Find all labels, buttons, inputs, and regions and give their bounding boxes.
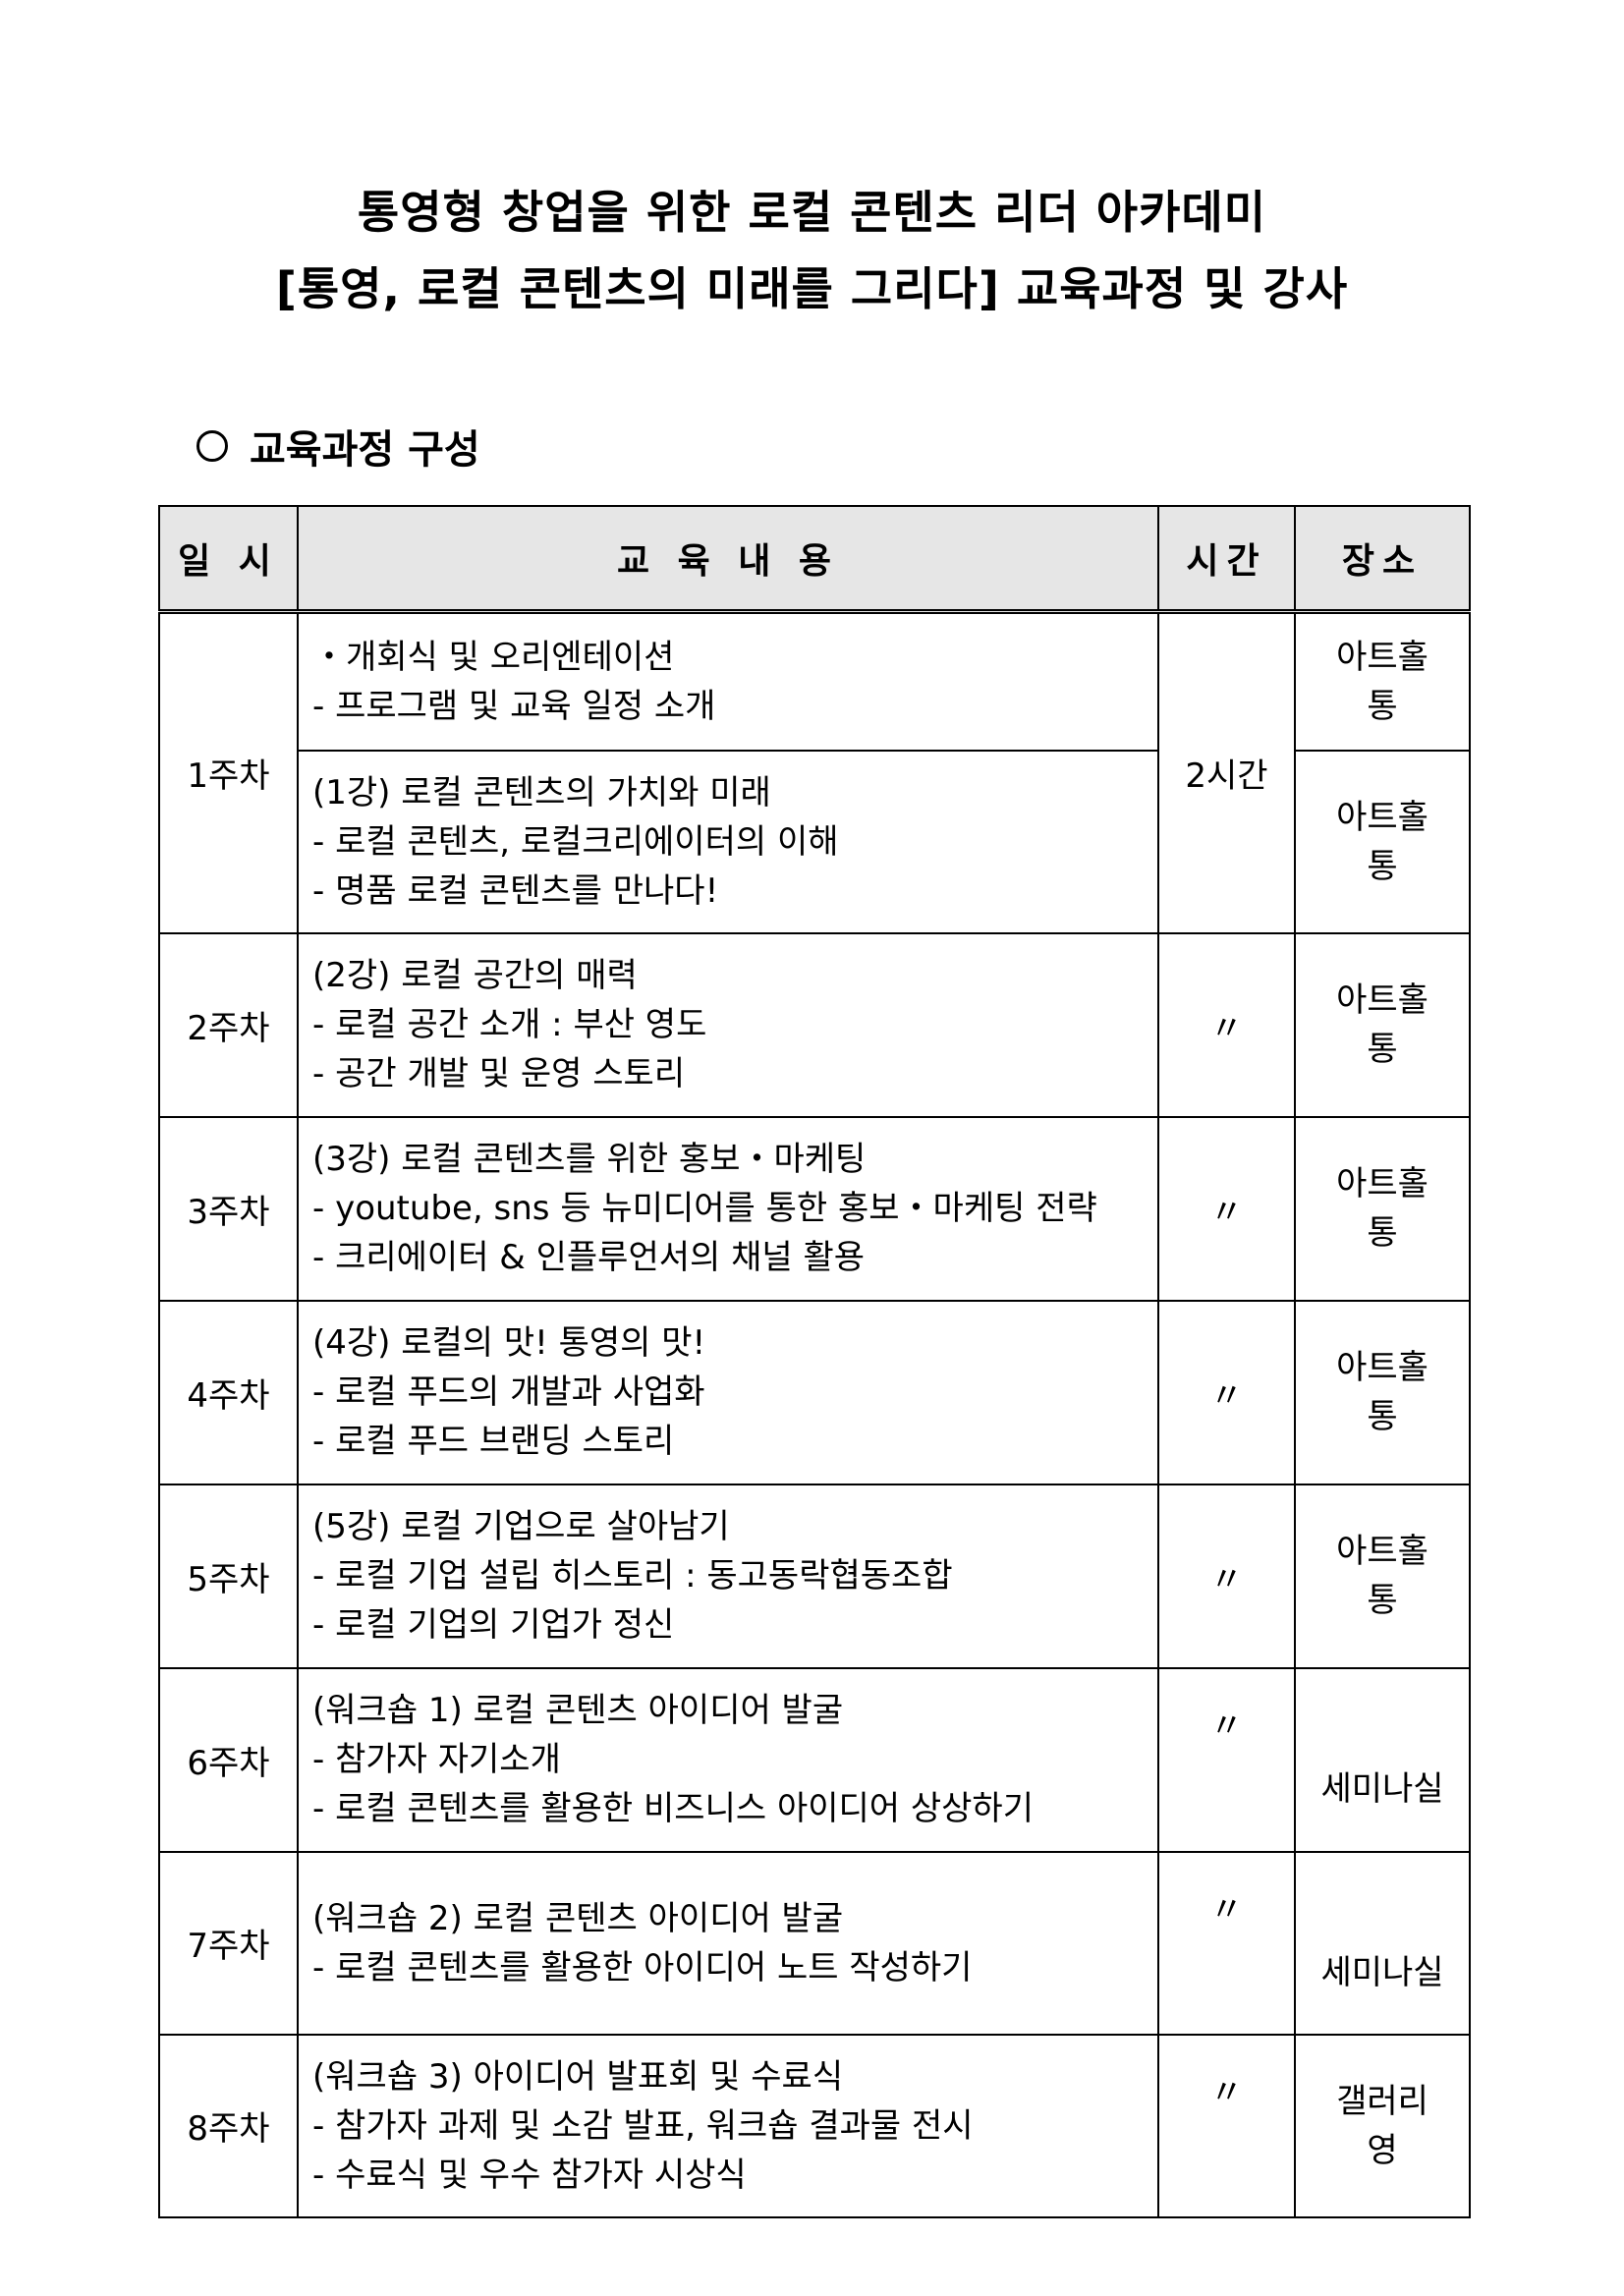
section-heading-text: 교육과정 구성 — [250, 427, 480, 473]
content-line: (2강) 로컬 공간의 매력 — [312, 956, 638, 995]
table-row: 8주차 (워크숍 3) 아이디어 발표회 및 수료식 - 참가자 과제 및 소감 발… — [158, 2033, 1471, 2218]
time-cell: 〃 — [1157, 931, 1296, 1118]
place-line: 통 — [1367, 1030, 1398, 1069]
content-line: - 로컬 콘텐츠, 로컬크리에이터의 이해 — [312, 821, 839, 862]
table-row: 2주차 (2강) 로컬 공간의 매력 - 로컬 공간 소개 : 부산 영도 - 공간 … — [158, 931, 1471, 1118]
document-title-line1: 통영형 창업을 위한 로컬 콘텐츠 리더 아카데미 — [357, 186, 1267, 239]
place-line: 아트홀 — [1336, 1164, 1428, 1204]
content-line: (워크숍 2) 로컬 콘텐츠 아이디어 발굴 — [312, 1898, 844, 1938]
section-heading: 교육과정 구성 — [196, 418, 480, 475]
place-line: 아트홀 — [1336, 1532, 1428, 1571]
week-cell: 1주차 — [158, 610, 299, 934]
content-cell: (워크숍 2) 로컬 콘텐츠 아이디어 발굴 - 로컬 콘텐츠를 활용한 아이디어… — [297, 1850, 1159, 2036]
content-line: - 로컬 기업 설립 히스토리 : 동고동락협동조합 — [312, 1556, 953, 1596]
table-row: 4주차 (4강) 로컬의 맛! 통영의 맛! - 로컬 푸드의 개발과 사업화 - 로… — [158, 1299, 1471, 1485]
time-cell: 〃 — [1157, 1666, 1296, 1853]
content-line: (워크숍 1) 로컬 콘텐츠 아이디어 발굴 — [312, 1691, 844, 1730]
place-cell: 세미나실 — [1294, 1666, 1471, 1853]
content-line: - 로컬 콘텐츠를 활용한 비즈니스 아이디어 상상하기 — [312, 1789, 1034, 1828]
place-line: 통 — [1367, 1397, 1398, 1436]
week-cell: 6주차 — [158, 1666, 299, 1853]
content-line: (5강) 로컬 기업으로 살아남기 — [312, 1507, 730, 1546]
header-date: 일 시 — [158, 505, 299, 613]
document-title-line2: [통영, 로컬 콘텐츠의 미래를 그리다] 교육과정 및 강사 — [275, 262, 1349, 315]
content-line: (4강) 로컬의 맛! 통영의 맛! — [312, 1323, 706, 1363]
time-cell: 〃 — [1157, 1299, 1296, 1485]
header-place: 장소 — [1294, 505, 1471, 613]
place-line: 세미나실 — [1320, 1769, 1444, 1809]
week-cell: 3주차 — [158, 1115, 299, 1302]
time-cell: 〃 — [1157, 1115, 1296, 1302]
time-cell: 〃 — [1157, 2033, 1296, 2218]
content-line: (워크숍 3) 아이디어 발표회 및 수료식 — [312, 2056, 844, 2097]
place-line: 통 — [1367, 846, 1398, 886]
content-cell: (5강) 로컬 기업으로 살아남기 - 로컬 기업 설립 히스토리 : 동고동락협… — [297, 1483, 1159, 1669]
content-line: - 참가자 자기소개 — [312, 1740, 561, 1779]
place-line: 세미나실 — [1320, 1952, 1444, 1992]
header-content: 교 육 내 용 — [297, 505, 1159, 613]
content-line: - 로컬 콘텐츠를 활용한 아이디어 노트 작성하기 — [312, 1947, 973, 1988]
content-line: ・개회식 및 오리엔테이션 — [312, 637, 675, 677]
content-line: - 로컬 공간 소개 : 부산 영도 — [312, 1005, 707, 1044]
curriculum-table: 일 시 교 육 내 용 시간 장소 1주차 ・개회식 및 오리엔테이션 - 프로그램… — [158, 505, 1471, 2218]
place-cell: 세미나실 — [1294, 1850, 1471, 2036]
week-cell: 7주차 — [158, 1850, 299, 2036]
time-cell: 〃 — [1157, 1850, 1296, 2036]
header-time: 시간 — [1157, 505, 1296, 613]
content-line: - 참가자 과제 및 소감 발표, 워크숍 결과물 전시 — [312, 2105, 974, 2146]
content-line: - 공간 개발 및 운영 스토리 — [312, 1054, 686, 1093]
content-line: - 크리에이터 & 인플루언서의 채널 활용 — [312, 1238, 866, 1277]
place-line: 통 — [1367, 1581, 1398, 1620]
place-line: 아트홀 — [1336, 980, 1428, 1020]
content-cell: ・개회식 및 오리엔테이션 - 프로그램 및 교육 일정 소개 — [297, 610, 1159, 752]
content-line: - 프로그램 및 교육 일정 소개 — [312, 686, 716, 726]
content-cell: (워크숍 3) 아이디어 발표회 및 수료식 - 참가자 과제 및 소감 발표, … — [297, 2033, 1159, 2218]
content-cell: (2강) 로컬 공간의 매력 - 로컬 공간 소개 : 부산 영도 - 공간 개발 … — [297, 931, 1159, 1118]
table-row: 3주차 (3강) 로컬 콘텐츠를 위한 홍보・마케팅 - youtube, sns … — [158, 1115, 1471, 1302]
table-header-row: 일 시 교 육 내 용 시간 장소 — [158, 505, 1471, 613]
place-line: 아트홀 — [1336, 797, 1428, 837]
content-line: - 로컬 기업의 기업가 정신 — [312, 1605, 675, 1645]
content-line: (3강) 로컬 콘텐츠를 위한 홍보・마케팅 — [312, 1140, 867, 1179]
content-line: - 로컬 푸드의 개발과 사업화 — [312, 1372, 705, 1412]
circle-bullet-icon — [196, 430, 228, 462]
table-row: 1주차 ・개회식 및 오리엔테이션 - 프로그램 및 교육 일정 소개 2시간 아트홀 통 — [158, 610, 1471, 934]
place-line: 통 — [1367, 686, 1398, 726]
content-cell: (4강) 로컬의 맛! 통영의 맛! - 로컬 푸드의 개발과 사업화 - 로컬 푸… — [297, 1299, 1159, 1485]
content-cell: (3강) 로컬 콘텐츠를 위한 홍보・마케팅 - youtube, sns 등 뉴… — [297, 1115, 1159, 1302]
table-row: 5주차 (5강) 로컬 기업으로 살아남기 - 로컬 기업 설립 히스토리 : 동고… — [158, 1483, 1471, 1669]
place-line: 갤러리 — [1336, 2081, 1428, 2121]
week-cell: 8주차 — [158, 2033, 299, 2218]
table-row: (1강) 로컬 콘텐츠의 가치와 미래 - 로컬 콘텐츠, 로컬크리에이터의 이해… — [159, 749, 1471, 934]
week-cell: 4주차 — [158, 1299, 299, 1485]
time-cell: 〃 — [1157, 1483, 1296, 1669]
place-line: 아트홀 — [1336, 637, 1428, 677]
content-cell: (워크숍 1) 로컬 콘텐츠 아이디어 발굴 - 참가자 자기소개 - 로컬 콘텐츠… — [297, 1666, 1159, 1853]
content-line: (1강) 로컬 콘텐츠의 가치와 미래 — [312, 772, 771, 812]
content-line: - youtube, sns 등 뉴미디어를 통한 홍보・마케팅 전략 — [312, 1189, 1097, 1228]
place-line: 아트홀 — [1336, 1348, 1428, 1387]
content-line: - 로컬 푸드 브랜딩 스토리 — [312, 1422, 675, 1461]
time-cell: 2시간 — [1157, 610, 1296, 934]
place-line: 통 — [1367, 1213, 1398, 1253]
week-cell: 2주차 — [158, 931, 299, 1118]
content-line: - 수료식 및 우수 참가자 시상식 — [312, 2155, 747, 2195]
table-row: 7주차 (워크숍 2) 로컬 콘텐츠 아이디어 발굴 - 로컬 콘텐츠를 활용한 아… — [158, 1850, 1471, 2036]
table-row: 6주차 (워크숍 1) 로컬 콘텐츠 아이디어 발굴 - 참가자 자기소개 - 로컬 … — [158, 1666, 1471, 1853]
week-cell: 5주차 — [158, 1483, 299, 1669]
content-cell: (1강) 로컬 콘텐츠의 가치와 미래 - 로컬 콘텐츠, 로컬크리에이터의 이해… — [297, 749, 1159, 934]
place-line: 영 — [1367, 2130, 1398, 2170]
content-line: - 명품 로컬 콘텐츠를 만나다! — [312, 870, 719, 911]
